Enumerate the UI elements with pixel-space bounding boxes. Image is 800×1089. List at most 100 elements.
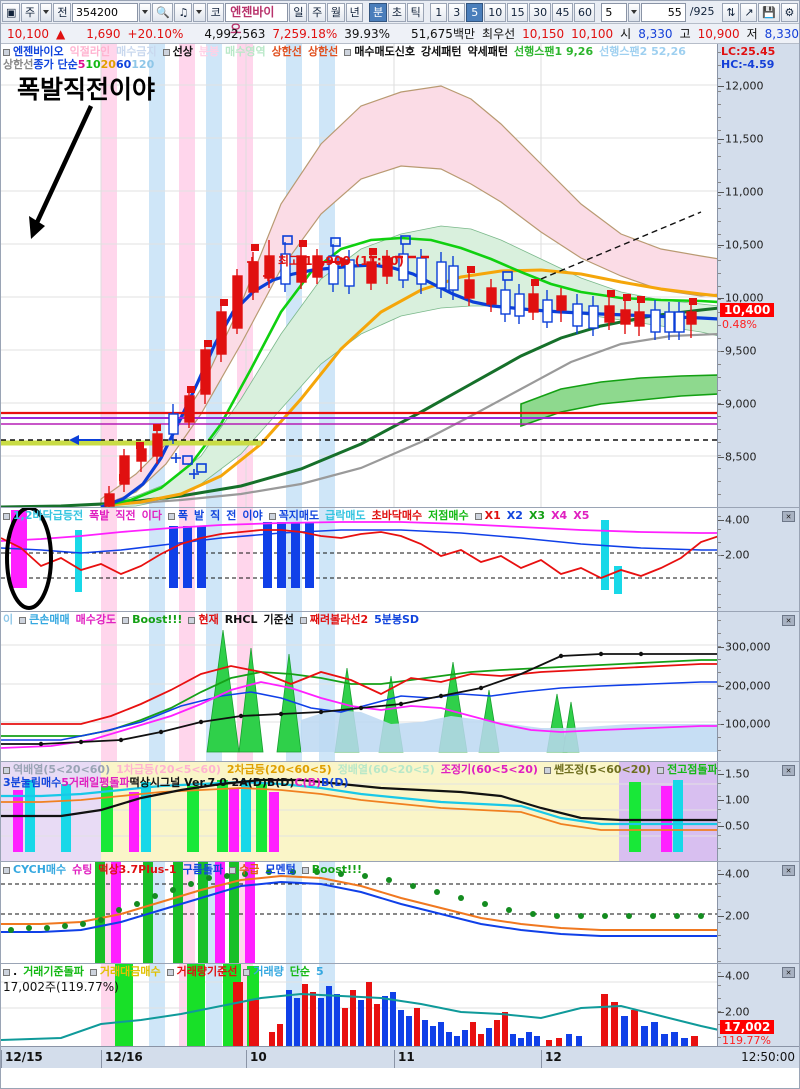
p6-legend-item-0[interactable]: . — [13, 965, 18, 978]
price-legend2-item-6[interactable]: 120 — [131, 58, 155, 71]
sound-caret[interactable] — [192, 2, 206, 22]
legend-toggle-box[interactable] — [166, 968, 174, 976]
p5-legend-item-2[interactable]: 떡상3.7Plus-1 — [98, 863, 177, 876]
p2-legend-item-1[interactable]: 폭발 — [89, 509, 110, 522]
p4b-legend-item-1[interactable]: 5거래일평돌파 — [61, 776, 130, 789]
legend-toggle-box[interactable] — [3, 48, 10, 56]
tick-button-15[interactable]: 15 — [506, 2, 529, 22]
indicator-3-axis[interactable]: ✕ 300,000 200,000 100,000 — [717, 612, 799, 761]
p3-legend-item-4[interactable]: 현재 — [198, 613, 219, 626]
gear-icon[interactable]: ⚙ — [780, 2, 798, 22]
p5-legend-item-0[interactable]: CYCH매수 — [13, 863, 67, 876]
period-button-year[interactable]: 년 — [345, 2, 364, 22]
p2-legend-item-17[interactable]: X5 — [573, 509, 590, 522]
legend-toggle-box[interactable] — [162, 48, 170, 56]
tick-button-10[interactable]: 10 — [484, 2, 506, 22]
price-axis[interactable]: LC:25.45 HC:-4.59 12,000 11,500 11,000 10,5… — [717, 44, 799, 507]
indicator-5-plot[interactable]: CYCH매수 슈팅 떡상3.7Plus-1 구름돌파 수급 모멘텀 Boost!!! — [1, 862, 717, 963]
price-legend2-item-3[interactable]: 10 — [85, 58, 101, 71]
p4b-legend-item-2[interactable]: 떡상시그널 Ver.7.0-2 — [129, 776, 240, 789]
p6-legend-item-2[interactable]: 거래대금매수 — [99, 965, 161, 978]
p3-legend-item-2[interactable]: 매수강도 — [75, 613, 117, 626]
p6-legend-item-5[interactable]: 단순 — [289, 965, 311, 978]
p5-legend-item-1[interactable]: 슈팅 — [72, 863, 93, 876]
p3-legend-item-6[interactable]: 기준선 — [263, 613, 294, 626]
save-icon[interactable]: 💾 — [758, 2, 780, 22]
price-legend-item-11[interactable]: 선행스팬1 9,26 — [514, 45, 594, 58]
legend-toggle-box[interactable] — [167, 512, 175, 520]
p5-legend-item-4[interactable]: 수급 — [239, 863, 260, 876]
p2-legend-item-9[interactable]: 꼭지매도 — [278, 509, 320, 522]
sound-icon[interactable]: ♫ — [174, 2, 192, 22]
price-legend-item-1[interactable]: 익절라인 — [69, 45, 111, 58]
indicator-2-axis[interactable]: ✕ 4.00 2.00 — [717, 508, 799, 611]
indicator-5-axis[interactable]: ✕ 4.00 2.00 — [717, 862, 799, 963]
legend-toggle-box[interactable] — [344, 48, 352, 56]
p4b-legend-item-4[interactable]: B(D) — [266, 776, 295, 789]
p4b-legend-item-3[interactable]: A(D) — [239, 776, 267, 789]
p6-legend-item-6[interactable]: 5 — [316, 965, 324, 978]
prev-button[interactable]: 전 — [53, 2, 72, 22]
legend-toggle-box[interactable] — [3, 866, 10, 874]
price-legend-item-6[interactable]: 상한선 — [271, 45, 302, 58]
p2-legend-item-8[interactable]: 이야 — [242, 509, 263, 522]
close-icon[interactable]: ✕ — [782, 765, 795, 776]
tick-button-45[interactable]: 45 — [551, 2, 574, 22]
tick-button-3[interactable]: 3 — [448, 2, 466, 22]
legend-toggle-box[interactable] — [3, 512, 10, 520]
p3-legend-item-7[interactable]: 째려볼라선2 — [309, 613, 369, 626]
legend-toggle-box[interactable] — [19, 616, 27, 624]
legend-toggle-box[interactable] — [122, 616, 130, 624]
period-button-month[interactable]: 월 — [326, 2, 345, 22]
crosshair-icon[interactable]: ↗ — [740, 2, 758, 22]
price-legend2-item-1[interactable]: 종가 단순 — [33, 58, 78, 71]
count-input[interactable]: 5 — [601, 2, 627, 22]
page-input[interactable]: 55 — [641, 2, 686, 22]
p6-legend-item-4[interactable]: 거래량 — [253, 965, 284, 978]
count-caret[interactable] — [627, 2, 641, 22]
legend-toggle-box[interactable] — [188, 616, 196, 624]
period-select-caret[interactable] — [39, 2, 53, 22]
p2-legend-item-15[interactable]: X3 — [528, 509, 546, 522]
close-icon[interactable]: ✕ — [782, 511, 795, 522]
price-legend-item-8[interactable]: 매수매도신호 — [354, 45, 416, 58]
volume-axis[interactable]: ✕ 4.00 2.00 17,002 119.77% — [717, 964, 799, 1047]
p2-legend-item-14[interactable]: X2 — [506, 509, 523, 522]
unit-button-second[interactable]: 초 — [387, 2, 406, 22]
close-icon[interactable]: ✕ — [782, 865, 795, 876]
price-legend2-item-2[interactable]: 5 — [77, 58, 86, 71]
close-icon[interactable]: ✕ — [782, 967, 795, 978]
p4-legend-item-6[interactable]: 전고점돌파 — [667, 763, 717, 776]
p4b-legend-item-5[interactable]: C(B) — [294, 776, 321, 789]
volume-plot[interactable]: . 거래기준돌파 거래대금매수 거래량기준선 거래량 단순 5 17,002주(119.77… — [1, 964, 717, 1046]
period-select[interactable]: 주 — [21, 2, 39, 22]
p2-legend-item-16[interactable]: X4 — [551, 509, 568, 522]
p4-legend-item-3[interactable]: 정배열(60<20<5) — [337, 763, 435, 776]
p2-legend-item-6[interactable]: 직 — [210, 509, 221, 522]
p4-legend-item-5[interactable]: 쎈조정(5<60<20) — [553, 763, 652, 776]
p2-legend-item-4[interactable]: 폭 — [177, 509, 188, 522]
indicator-3-plot[interactable]: 이 큰손매매 매수강도 Boost!!! 현재 RHCL 기준선 째려볼라선2 5분봉SD — [1, 612, 717, 761]
price-legend-item-9[interactable]: 강세패턴 — [421, 45, 462, 58]
price-legend-item-3[interactable]: 선상 — [172, 45, 193, 58]
price-legend-item-5[interactable]: 매수영역 — [225, 45, 266, 58]
p2-legend-item-11[interactable]: 초바닥매수 — [371, 509, 423, 522]
unit-button-tick[interactable]: 틱 — [406, 2, 425, 22]
p2-legend-item-2[interactable]: 직전 — [115, 509, 136, 522]
window-icon[interactable]: ▣ — [2, 2, 20, 22]
p4-legend-item-2[interactable]: 2차급등(20<60<5) — [226, 763, 332, 776]
price-legend2-item-5[interactable]: 60 — [115, 58, 132, 71]
price-legend-item-12[interactable]: 선행스팬2 52,26 — [599, 45, 686, 58]
p2-legend-item-7[interactable]: 전 — [226, 509, 237, 522]
p3-legend-item-1[interactable]: 큰손매매 — [29, 613, 70, 626]
price-legend-item-4[interactable]: 분봉 — [198, 45, 220, 58]
p2-legend-item-5[interactable]: 발 — [193, 509, 205, 522]
tick-button-30[interactable]: 30 — [529, 2, 551, 22]
period-button-day[interactable]: 일 — [289, 2, 308, 22]
p4b-legend-item-6[interactable]: B(D) — [320, 776, 349, 789]
compare-icon[interactable]: ⇅ — [722, 2, 740, 22]
p2-legend-item-12[interactable]: 저점매수 — [428, 509, 469, 522]
legend-toggle-box[interactable] — [657, 766, 665, 774]
p5-legend-item-6[interactable]: Boost!!! — [311, 863, 363, 876]
p2-legend-item-10[interactable]: 급락매도 — [325, 509, 366, 522]
